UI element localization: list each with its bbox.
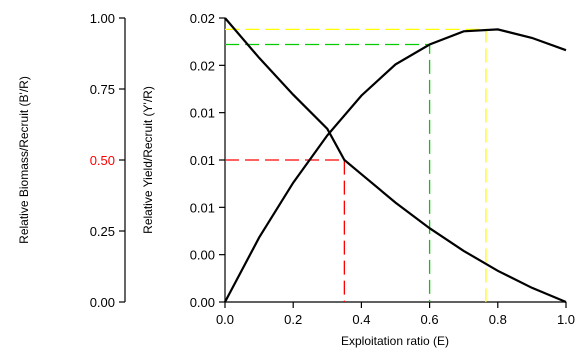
left-tick-label: 0.75	[90, 82, 115, 97]
x-tick-label: 0.6	[421, 312, 439, 327]
reference-line	[225, 159, 345, 302]
left-y-axis-label: Relative Biomass/Recruit (B'/R)	[17, 76, 31, 244]
x-axis: 0.0 0.2 0.4 0.6 0.8 1.0	[216, 301, 575, 327]
right-tick-label: 0.01	[190, 153, 215, 168]
right-tick-label: 0.01	[190, 106, 215, 121]
yield-curve	[224, 28, 567, 303]
biomass-curve	[224, 17, 567, 304]
left-tick-label: 0.00	[90, 295, 115, 310]
series-curves	[224, 17, 567, 304]
left-tick-label: 0.25	[90, 224, 115, 239]
right-tick-label: 0.00	[190, 248, 215, 263]
x-tick-label: 0.0	[216, 312, 234, 327]
x-tick-label: 0.8	[489, 312, 507, 327]
x-axis-label: Exploitation ratio (E)	[341, 334, 449, 348]
right-y-axis: 0.00 0.00 0.01 0.01 0.01 0.02 0.02	[190, 11, 226, 310]
x-tick-label: 0.2	[284, 312, 302, 327]
reference-line	[225, 28, 487, 302]
x-tick-label: 0.4	[352, 312, 370, 327]
right-y-axis-label: Relative Yield/Recruit (Y'/R)	[141, 86, 155, 234]
x-tick-label: 1.0	[557, 312, 575, 327]
left-tick-label: 0.50	[90, 153, 115, 168]
right-tick-label: 0.02	[190, 58, 215, 73]
left-tick-label: 1.00	[90, 11, 115, 26]
right-tick-label: 0.00	[190, 295, 215, 310]
left-y-axis: 0.00 0.25 0.50 0.75 1.00	[90, 11, 126, 310]
reference-line	[225, 43, 431, 302]
right-tick-label: 0.01	[190, 200, 215, 215]
right-tick-label: 0.02	[190, 11, 215, 26]
reference-lines	[225, 28, 487, 302]
